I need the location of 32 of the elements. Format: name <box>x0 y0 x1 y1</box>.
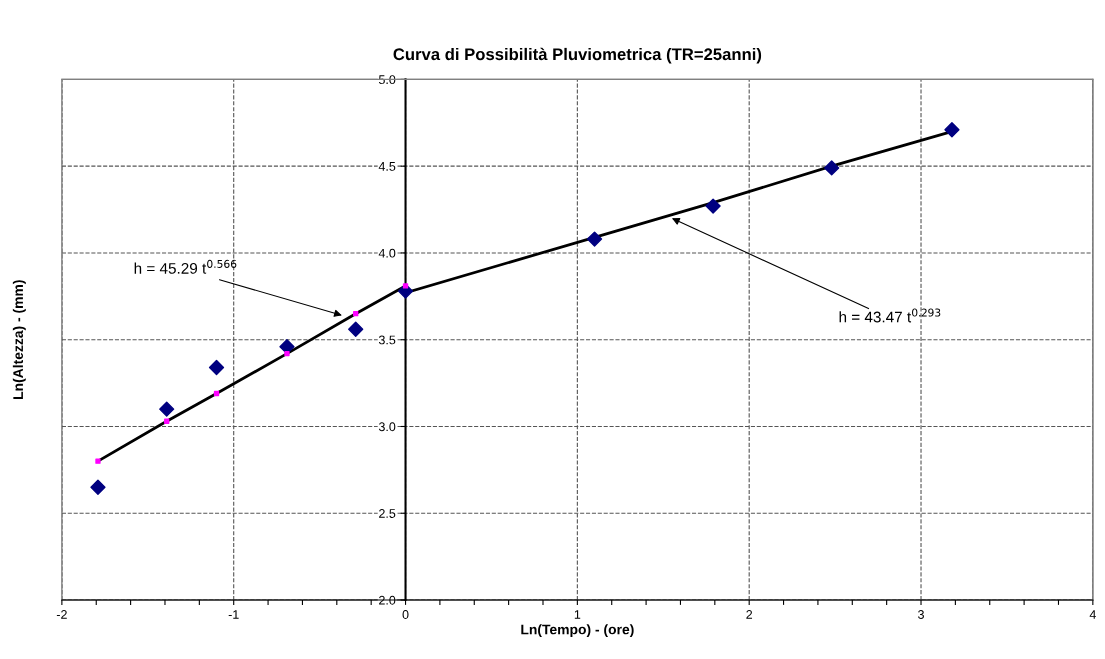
y-tick-label: 2.5 <box>379 509 396 518</box>
x-tick-label: 2 <box>746 610 753 619</box>
point <box>705 198 721 214</box>
x-tick-label: 1 <box>574 610 581 619</box>
point <box>348 321 364 337</box>
point <box>90 479 106 495</box>
point <box>944 122 960 138</box>
point <box>402 283 409 289</box>
point <box>95 458 101 464</box>
y-tick-label: 3.0 <box>378 422 396 432</box>
point <box>353 311 359 317</box>
point <box>284 350 290 357</box>
point <box>159 401 175 417</box>
x-tick-label: 0 <box>402 610 409 619</box>
x-tick-label: 3 <box>918 610 924 619</box>
annotation: h = 45.29 t$^{0.566}$ <box>134 259 237 274</box>
point <box>586 231 603 247</box>
point <box>824 160 840 176</box>
y-axis-title: Ln(Altezza) - (mm) <box>12 280 26 399</box>
y-tick-label: 3.5 <box>378 335 396 345</box>
annotation: h = 43.47 t$^{0.293}$ <box>839 308 941 323</box>
y-tick-label: 4.0 <box>378 248 396 258</box>
x-tick-label: 4 <box>1089 610 1096 619</box>
point <box>208 359 225 376</box>
y-tick-label: 2.0 <box>379 595 396 605</box>
y-tick-label: 4.5 <box>378 162 396 171</box>
x-tick-label: -2 <box>56 610 67 619</box>
chart-title: Curva di Possibilità Pluviometrica (TR=25anni) <box>393 47 762 64</box>
x-tick-label: -1 <box>228 610 239 619</box>
x-axis-title: Ln(Tempo) - (ore) <box>521 624 634 638</box>
point <box>213 390 220 397</box>
point <box>164 418 170 424</box>
